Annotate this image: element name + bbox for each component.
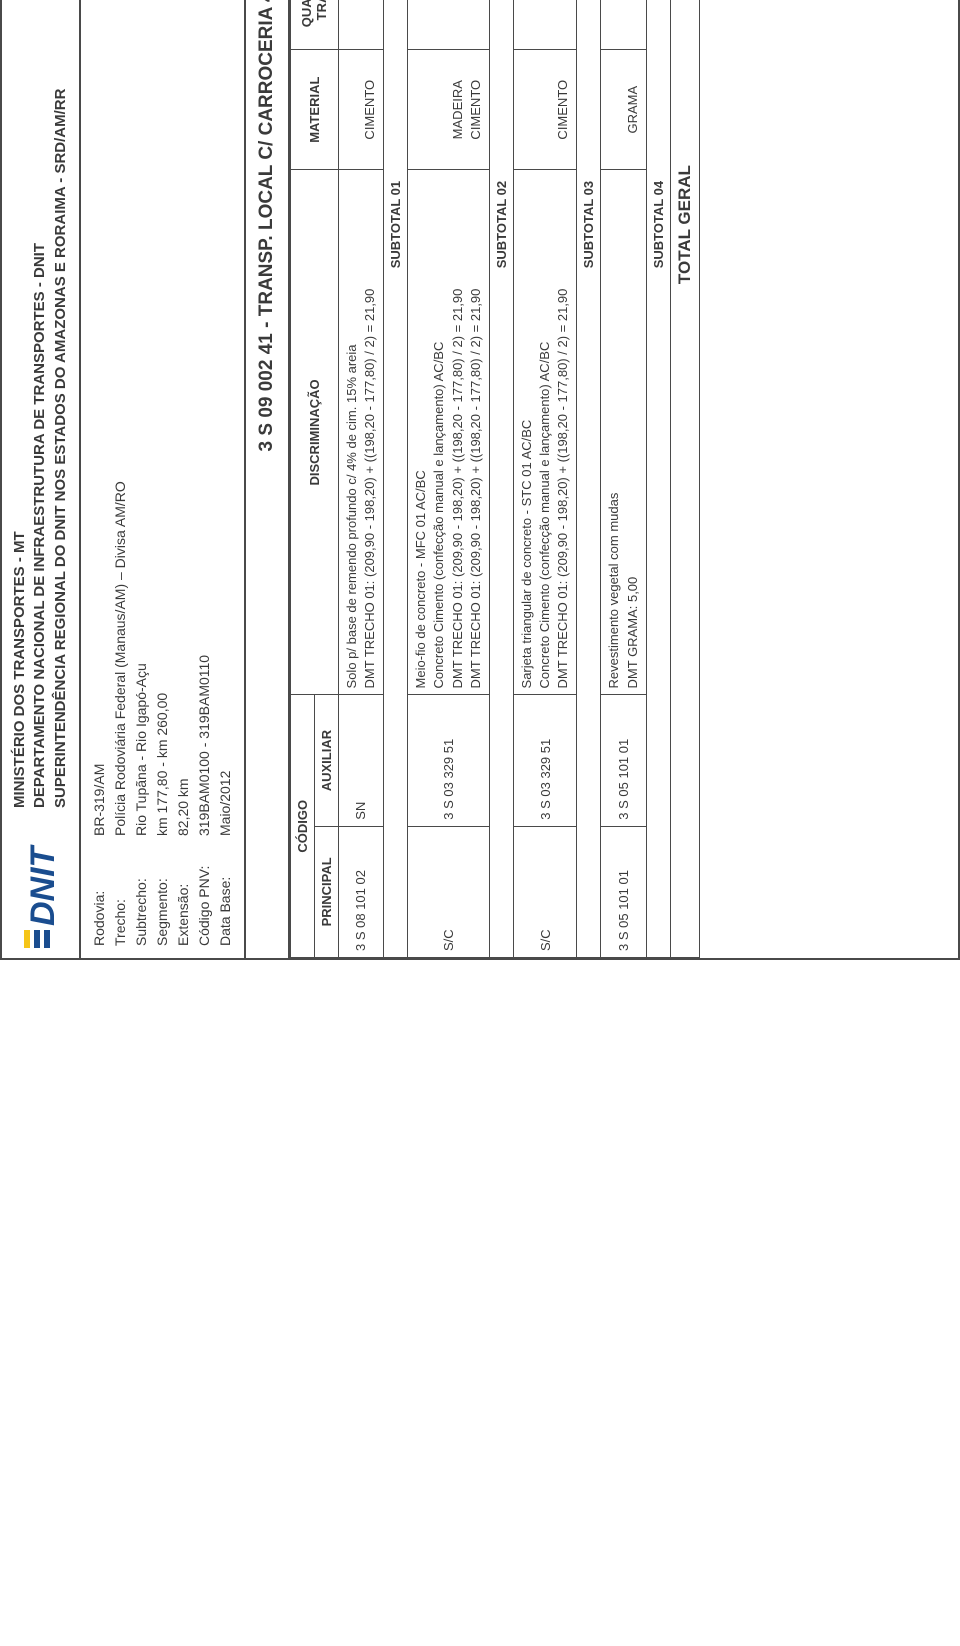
info-label-rodovia: Rodovia: [89, 836, 110, 946]
info-row: Segmento:km 177,80 - km 260,00 [152, 0, 173, 946]
info-value-rodovia: BR-319/AM [89, 764, 110, 836]
info-label-data-base: Data Base: [215, 836, 236, 946]
svg-text:DNIT: DNIT [24, 843, 62, 926]
info-label-trecho: Trecho: [110, 836, 131, 946]
cell-principal: S/C [408, 826, 490, 957]
info-label-codigo-pnv: Código PNV: [194, 836, 215, 946]
table-body: 3 S 08 101 02SNSolo p/ base de remendo p… [338, 0, 699, 958]
cell-principal: S/C [513, 826, 577, 957]
header-box: DNIT MINISTÉRIO DOS TRANSPORTES - MT DEP… [2, 0, 81, 958]
table-row: S/C3 S 03 329 51Meio-fio de concreto - M… [408, 0, 490, 958]
col-header-material: MATERIAL [290, 50, 338, 170]
document-title: 3 S 09 002 41 - TRANSP. LOCAL C/ CARROCE… [246, 0, 290, 958]
info-row: Data Base:Maio/2012 [215, 0, 236, 946]
table-row: 3 S 05 101 013 S 05 101 01Revestimento v… [601, 0, 646, 958]
info-row: Código PNV:319BAM0100 - 319BAM0110 [194, 0, 215, 946]
cell-material: CIMENTO [513, 50, 577, 170]
cell-principal: 3 S 05 101 01 [601, 826, 646, 957]
cell-material: MADEIRACIMENTO [408, 50, 490, 170]
info-value-data-base: Maio/2012 [215, 771, 236, 836]
subtotal-label: SUBTOTAL 03 [577, 0, 601, 958]
subtotal-row: SUBTOTAL 0280,842 [489, 0, 513, 958]
info-value-extensao: 82,20 km [173, 778, 194, 836]
cell-quantidade: 2.100,000 [601, 0, 646, 50]
main-table: CÓDIGO DISCRIMINAÇÃO MATERIAL QUANTIDADE… [290, 0, 700, 958]
cell-auxiliar: SN [338, 695, 383, 826]
col-header-quantidade: QUANTIDADE TRABALHO [290, 0, 338, 50]
info-label-subtrecho: Subtrecho: [131, 836, 152, 946]
cell-material: CIMENTO [338, 50, 383, 170]
cell-auxiliar: 3 S 03 329 51 [408, 695, 490, 826]
subtotal-row: SUBTOTAL 0380,007 [577, 0, 601, 958]
cell-quantidade: 11,900 [513, 0, 577, 50]
subtotal-row: SUBTOTAL 014.066,546 [384, 0, 408, 958]
subtotal-row: SUBTOTAL 04189,000 [646, 0, 670, 958]
info-row: Extensão:82,20 km [173, 0, 194, 946]
header-line-2: DEPARTAMENTO NACIONAL DE INFRAESTRUTURA … [30, 89, 50, 808]
col-header-codigo: CÓDIGO [290, 695, 314, 958]
header-line-3: SUPERINTENDÊNCIA REGIONAL DO DNIT NOS ES… [51, 89, 71, 808]
info-value-subtrecho: Rio Tupãna - Rio Igapó-Açu [131, 663, 152, 836]
project-info: Rodovia:BR-319/AM Trecho:Polícia Rodoviá… [81, 0, 246, 958]
subtotal-label: SUBTOTAL 04 [646, 0, 670, 958]
col-header-principal: PRINCIPAL [314, 826, 338, 957]
cell-auxiliar: 3 S 03 329 51 [513, 695, 577, 826]
info-value-codigo-pnv: 319BAM0100 - 319BAM0110 [194, 655, 215, 836]
cell-discriminacao: Meio-fio de concreto - MFC 01 AC/BCConcr… [408, 170, 490, 695]
dnit-logo-svg: DNIT [16, 828, 64, 948]
info-row: Trecho:Polícia Rodoviária Federal (Manau… [110, 0, 131, 946]
cell-material: GRAMA [601, 50, 646, 170]
info-row: Subtrecho:Rio Tupãna - Rio Igapó-Açu [131, 0, 152, 946]
header-titles: MINISTÉRIO DOS TRANSPORTES - MT DEPARTAM… [2, 79, 79, 818]
cell-discriminacao: Sarjeta triangular de concreto - STC 01 … [513, 170, 577, 695]
col-header-discriminacao: DISCRIMINAÇÃO [290, 170, 338, 695]
cell-quantidade: 7,60011,710 [408, 0, 490, 50]
info-value-trecho: Polícia Rodoviária Federal (Manaus/AM) –… [110, 481, 131, 836]
cell-discriminacao: Solo p/ base de remendo profundo c/ 4% d… [338, 170, 383, 695]
total-label: TOTAL GERAL [670, 0, 699, 958]
header-line-1: MINISTÉRIO DOS TRANSPORTES - MT [10, 89, 30, 808]
info-value-segmento: km 177,80 - km 260,00 [152, 693, 173, 836]
cell-quantidade: 2.110,080 [338, 0, 383, 50]
table-row: 3 S 08 101 02SNSolo p/ base de remendo p… [338, 0, 383, 958]
info-label-extensao: Extensão: [173, 836, 194, 946]
dnit-logo: DNIT [2, 818, 79, 958]
info-row: Rodovia:BR-319/AM [89, 0, 110, 946]
table-header: CÓDIGO DISCRIMINAÇÃO MATERIAL QUANTIDADE… [290, 0, 338, 958]
cell-auxiliar: 3 S 05 101 01 [601, 695, 646, 826]
col-header-auxiliar: AUXILIAR [314, 695, 338, 826]
table-row: S/C3 S 03 329 51Sarjeta triangular de co… [513, 0, 577, 958]
total-row: TOTAL GERAL4.416,395 [670, 0, 699, 958]
document-page: DNIT MINISTÉRIO DOS TRANSPORTES - MT DEP… [0, 0, 960, 960]
cell-discriminacao: Revestimento vegetal com mudasDMT GRAMA:… [601, 170, 646, 695]
info-label-segmento: Segmento: [152, 836, 173, 946]
subtotal-label: SUBTOTAL 01 [384, 0, 408, 958]
cell-principal: 3 S 08 101 02 [338, 826, 383, 957]
subtotal-label: SUBTOTAL 02 [489, 0, 513, 958]
